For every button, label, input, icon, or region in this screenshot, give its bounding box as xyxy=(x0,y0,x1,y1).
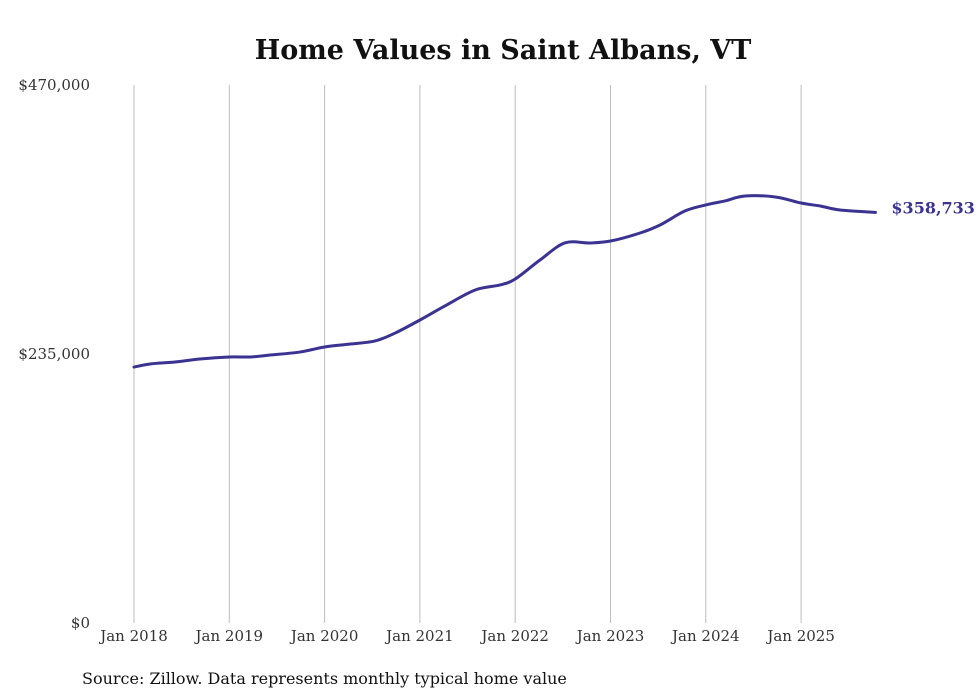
x-tick-label: Jan 2020 xyxy=(289,627,359,645)
source-note: Source: Zillow. Data represents monthly … xyxy=(82,669,567,688)
x-tick-label: Jan 2024 xyxy=(670,627,740,645)
x-tick-label: Jan 2025 xyxy=(765,627,835,645)
y-axis-ticks: $0 $235,000 $470,000 xyxy=(18,76,90,632)
y-tick-label: $0 xyxy=(71,614,90,632)
end-value-label: $358,733 xyxy=(891,198,975,217)
x-axis-ticks: Jan 2018 Jan 2019 Jan 2020 Jan 2021 Jan 2022… xyxy=(98,627,835,645)
x-tick-label: Jan 2021 xyxy=(384,627,454,645)
y-tick-label: $470,000 xyxy=(18,76,90,94)
gridlines xyxy=(133,85,802,623)
x-tick-label: Jan 2023 xyxy=(575,627,645,645)
chart-title: Home Values in Saint Albans, VT xyxy=(255,35,752,66)
x-tick-label: Jan 2019 xyxy=(194,627,264,645)
series-line xyxy=(132,194,877,369)
y-tick-label: $235,000 xyxy=(18,345,90,363)
x-tick-label: Jan 2018 xyxy=(98,627,168,645)
x-tick-label: Jan 2022 xyxy=(479,627,549,645)
